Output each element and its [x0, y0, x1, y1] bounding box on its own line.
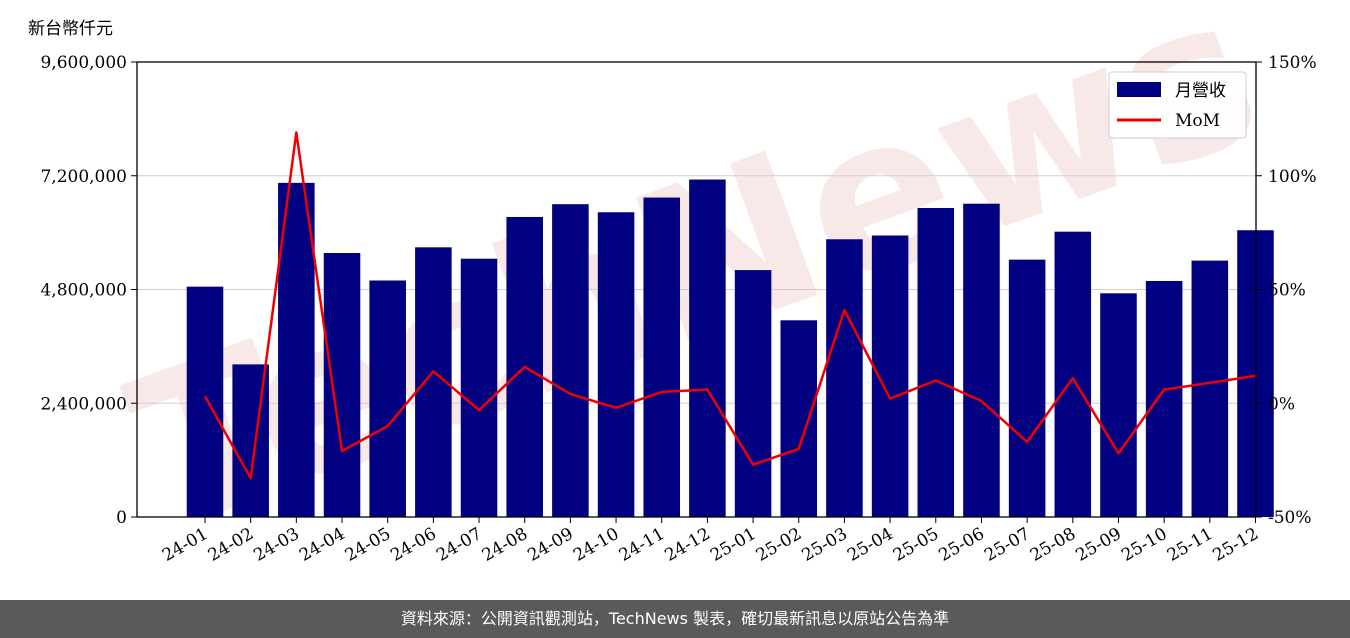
legend-label-revenue: 月營收 [1175, 81, 1226, 101]
bar-24-04 [323, 253, 361, 518]
bar-25-03 [826, 239, 863, 517]
unit-label: 新台幣仟元 [28, 19, 113, 39]
x-tick-label: 25-06 [936, 524, 988, 566]
bar-24-05 [369, 280, 406, 517]
x-tick-label: 24-07 [433, 524, 485, 566]
x-tick-label: 25-02 [753, 524, 805, 566]
x-tick-label: 25-08 [1027, 524, 1079, 566]
bar-25-07 [1008, 259, 1046, 517]
bar-25-11 [1191, 260, 1229, 517]
bar-24-09 [552, 204, 589, 517]
x-tick-label: 25-03 [798, 524, 850, 566]
right-tick-label: 150% [1268, 53, 1317, 73]
x-tick-label: 25-07 [981, 524, 1033, 566]
bar-25-05 [917, 207, 955, 517]
legend-swatch-bar [1117, 82, 1161, 97]
x-tick-label: 25-12 [1210, 524, 1262, 566]
bar-24-12 [689, 179, 726, 517]
bar-24-11 [643, 197, 681, 518]
left-tick-label: 9,600,000 [40, 53, 127, 73]
right-axis-tick-labels: -50% 0% 50% 100% 150% [1256, 53, 1317, 528]
bar-25-10 [1145, 280, 1183, 517]
x-tick-label: 24-05 [342, 524, 394, 566]
x-tick-label: 25-04 [844, 524, 896, 566]
right-tick-label: 100% [1268, 167, 1317, 187]
left-tick-label: 0 [116, 508, 127, 528]
x-tick-label: 24-10 [570, 524, 622, 566]
bar-24-10 [597, 212, 635, 517]
left-tick-label: 7,200,000 [40, 167, 127, 187]
x-tick-label: 25-05 [890, 524, 942, 566]
x-tick-label: 24-09 [524, 524, 576, 566]
bar-24-07 [460, 258, 498, 517]
x-tick-label: 24-06 [387, 524, 439, 566]
revenue-chart: TechNews 02,400,0004,800,0007,200,0009,6… [28, 0, 1317, 577]
right-tick-label: -50% [1268, 508, 1312, 528]
source-footer: 資料來源：公開資訊觀測站，TechNews 製表，確切最新訊息以原站公告為準 [0, 600, 1350, 638]
bar-25-06 [963, 203, 1000, 517]
x-tick-label: 25-11 [1164, 524, 1216, 566]
right-tick-label: 50% [1268, 281, 1306, 301]
x-tick-label: 25-09 [1073, 524, 1125, 566]
bar-24-03 [278, 182, 315, 517]
bar-series [186, 179, 1274, 518]
x-tick-label: 24-08 [479, 524, 531, 566]
legend-label-mom: MoM [1175, 111, 1220, 131]
x-tick-label: 24-12 [661, 524, 713, 566]
x-tick-label: 25-01 [707, 524, 759, 566]
bar-25-02 [780, 320, 818, 517]
x-tick-label: 24-11 [616, 524, 668, 566]
left-tick-label: 2,400,000 [40, 394, 127, 414]
mom-line [203, 131, 1256, 480]
left-tick-label: 4,800,000 [40, 281, 127, 301]
bar-25-08 [1054, 231, 1092, 518]
bar-25-01 [734, 270, 772, 517]
x-tick-label: 25-10 [1118, 524, 1170, 566]
right-tick-label: 0% [1268, 394, 1295, 414]
bar-24-01 [186, 286, 224, 517]
left-axis-tick-labels: 0 2,400,000 4,800,000 7,200,000 9,600,000 [40, 53, 137, 528]
bar-25-09 [1100, 293, 1137, 517]
legend: 月營收 MoM [1108, 71, 1247, 139]
